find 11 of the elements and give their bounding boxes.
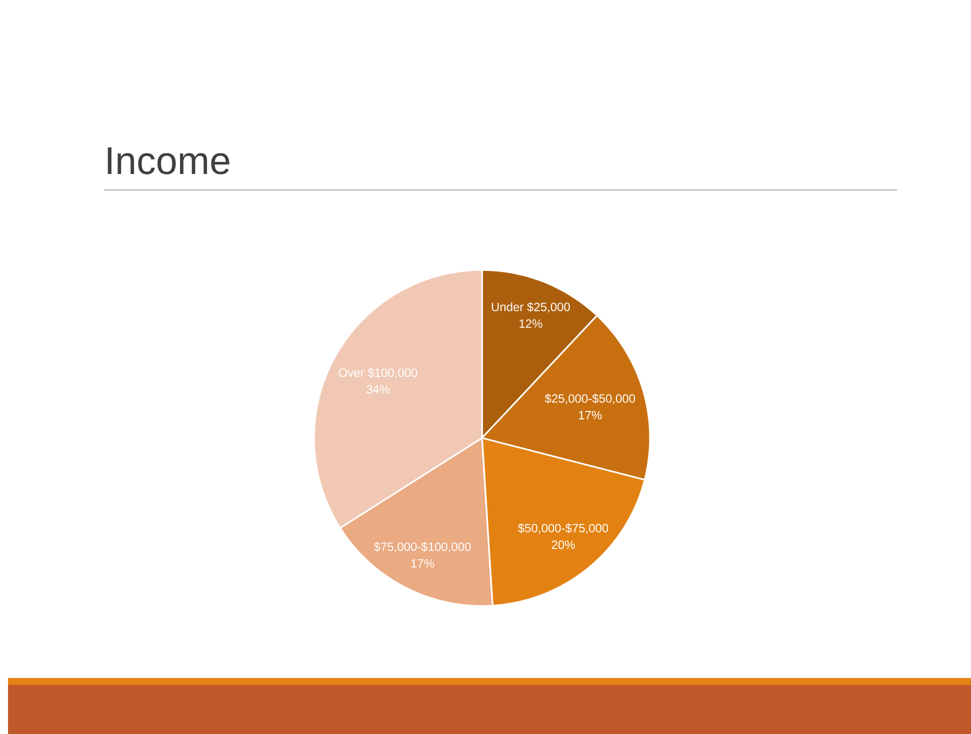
slice-label: Under $25,000	[492, 302, 570, 313]
data-label: 17%	[579, 410, 602, 420]
slice-label: $75,000-$100,000	[374, 542, 471, 552]
data-label: 12%	[520, 319, 542, 328]
slice-label: Over $100,000	[338, 368, 418, 378]
chart-title: Income	[108, 147, 230, 174]
data-label: 34%	[366, 385, 390, 394]
slice-label: $50,000-$75,000	[518, 523, 608, 534]
data-label: 17%	[411, 559, 434, 568]
data-label: 20%	[552, 540, 575, 550]
slice-label: $25,000-$50,000	[544, 394, 636, 404]
